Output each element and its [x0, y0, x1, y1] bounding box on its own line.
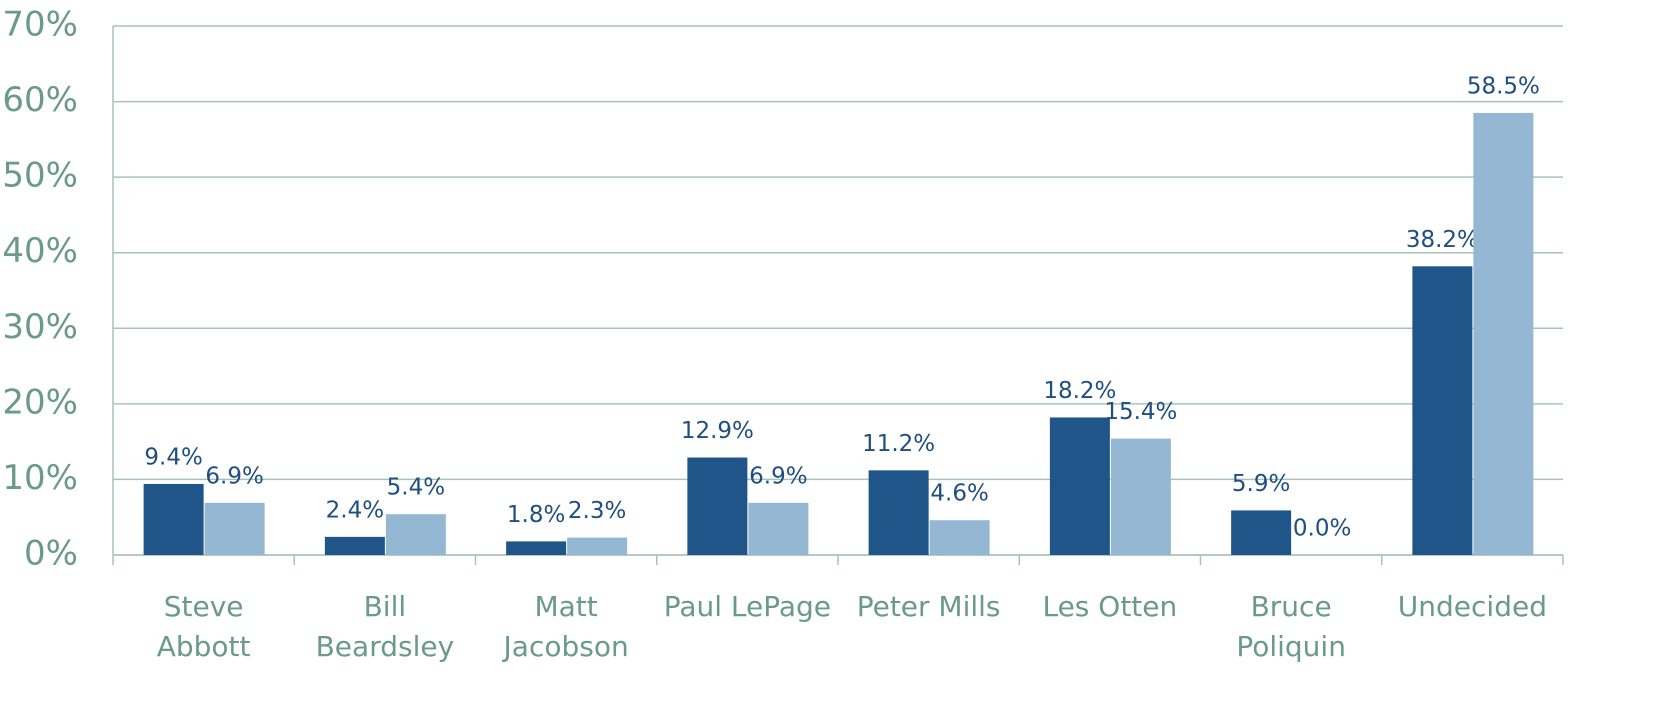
- y-tick-label: 20%: [2, 382, 78, 422]
- x-tick-label: Steve Abbott: [157, 590, 251, 663]
- bar: [204, 502, 265, 555]
- value-label: 38.2%: [1406, 227, 1479, 253]
- x-tick-label: Les Otten: [1042, 590, 1177, 623]
- x-tick-label: Undecided: [1398, 590, 1547, 623]
- bar: [506, 541, 567, 555]
- y-tick-label: 40%: [2, 231, 78, 271]
- bar: [748, 502, 809, 555]
- y-tick-label: 30%: [2, 307, 78, 347]
- value-label: 11.2%: [862, 431, 935, 457]
- value-label: 2.4%: [326, 497, 384, 523]
- x-tick-label: Bill Beardsley: [316, 590, 455, 663]
- y-tick-label: 60%: [2, 80, 78, 120]
- bar: [385, 514, 446, 555]
- value-label: 6.9%: [205, 463, 263, 489]
- value-label: 18.2%: [1043, 378, 1116, 404]
- bar: [687, 457, 748, 555]
- value-label: 0.0%: [1293, 516, 1351, 542]
- x-tick-label: Paul LePage: [664, 590, 831, 623]
- y-tick-label: 10%: [2, 458, 78, 498]
- value-label: 2.3%: [568, 498, 626, 524]
- bar: [143, 483, 204, 555]
- bar: [324, 536, 385, 555]
- y-tick-label: 0%: [24, 534, 78, 574]
- bar: [1231, 510, 1292, 555]
- value-label: 12.9%: [681, 418, 754, 444]
- y-tick-label: 70%: [2, 5, 78, 45]
- x-tick-label: Matt Jacobson: [502, 590, 629, 663]
- value-label: 15.4%: [1104, 399, 1177, 425]
- bar: [868, 470, 929, 555]
- value-label: 4.6%: [930, 481, 988, 507]
- value-label: 58.5%: [1467, 73, 1540, 99]
- x-tick-label: Peter Mills: [857, 590, 1001, 623]
- bar: [1473, 112, 1534, 556]
- x-tick-label: Bruce Poliquin: [1236, 590, 1346, 663]
- value-label: 5.9%: [1232, 471, 1290, 497]
- bar: [929, 520, 990, 555]
- y-tick-label: 50%: [2, 156, 78, 196]
- bar: [1049, 417, 1110, 555]
- bar: [1110, 438, 1171, 555]
- bar: [1412, 266, 1473, 555]
- value-label: 1.8%: [507, 502, 565, 528]
- value-label: 5.4%: [387, 475, 445, 501]
- bar: [567, 537, 628, 555]
- value-label: 6.9%: [749, 463, 807, 489]
- value-label: 9.4%: [144, 444, 202, 470]
